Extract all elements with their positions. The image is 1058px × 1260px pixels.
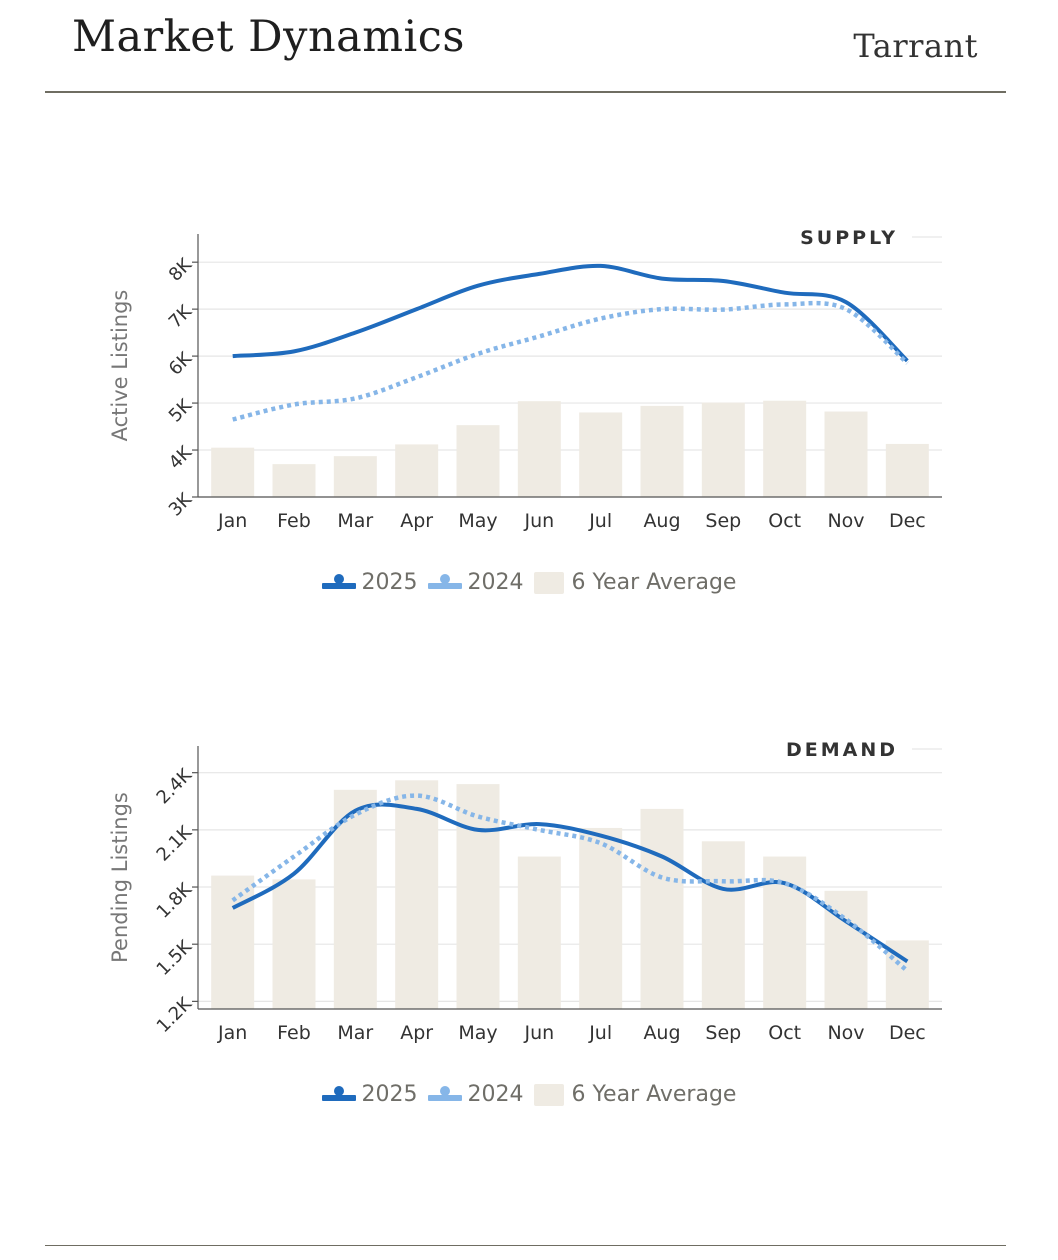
y-tick-label: 3K bbox=[165, 488, 197, 520]
average-bar[interactable] bbox=[701, 402, 745, 497]
supply-legend: 2025 2024 6 Year Average bbox=[0, 570, 1058, 595]
x-tick-label: Apr bbox=[400, 510, 433, 532]
x-tick-label: Aug bbox=[643, 1022, 680, 1044]
y-axis-title: Pending Listings bbox=[108, 792, 132, 963]
average-bar[interactable] bbox=[885, 443, 929, 497]
y-tick-label: 6K bbox=[165, 347, 197, 379]
y-axis-title: Active Listings bbox=[108, 290, 132, 442]
average-bar[interactable] bbox=[824, 411, 868, 497]
legend-label-2025: 2025 bbox=[361, 570, 418, 595]
y-tick-label: 2.1K bbox=[153, 821, 197, 865]
x-tick-label: Jul bbox=[588, 1022, 612, 1044]
header-divider bbox=[45, 91, 1006, 93]
x-tick-label: Nov bbox=[827, 1022, 864, 1044]
legend-item-2024[interactable]: 2024 bbox=[427, 1082, 524, 1107]
legend-item-average[interactable]: 6 Year Average bbox=[533, 570, 737, 595]
series-2024-line[interactable] bbox=[232, 300, 909, 422]
average-bar[interactable] bbox=[456, 425, 500, 497]
average-bar[interactable] bbox=[211, 875, 255, 1009]
average-bar[interactable] bbox=[701, 841, 745, 1009]
region-name: Tarrant bbox=[853, 27, 978, 65]
legend-label-2024: 2024 bbox=[467, 570, 524, 595]
y-tick-label: 1.5K bbox=[153, 936, 197, 980]
average-bar[interactable] bbox=[272, 464, 316, 497]
legend-swatch-2025-icon bbox=[321, 1083, 356, 1107]
demand-legend: 2025 2024 6 Year Average bbox=[0, 1082, 1058, 1107]
x-tick-label: Jun bbox=[523, 1022, 554, 1044]
x-tick-label: Nov bbox=[827, 510, 864, 532]
x-tick-label: Jul bbox=[588, 510, 612, 532]
x-tick-label: Sep bbox=[705, 510, 741, 532]
legend-item-2025[interactable]: 2025 bbox=[321, 1082, 418, 1107]
average-bar[interactable] bbox=[395, 780, 439, 1009]
y-tick-label: 2.4K bbox=[153, 764, 197, 808]
footer-divider bbox=[45, 1245, 1006, 1246]
demand-chart-canvas: 1.2K 1.5K 1.8K 2.1K 2.4K Jan Feb Mar Apr May Jun Ju… bbox=[108, 739, 942, 1044]
legend-label-2025: 2025 bbox=[361, 1082, 418, 1107]
x-tick-label: Oct bbox=[768, 1022, 801, 1044]
average-bar[interactable] bbox=[456, 784, 500, 1009]
average-bar[interactable] bbox=[333, 789, 377, 1009]
legend-swatch-average-icon bbox=[533, 571, 564, 594]
x-tick-label: Feb bbox=[277, 510, 311, 532]
x-tick-label: Jan bbox=[217, 1022, 247, 1044]
page-header: Market Dynamics Tarrant bbox=[0, 0, 1058, 94]
x-tick-label: Jan bbox=[217, 510, 247, 532]
x-tick-label: Feb bbox=[277, 1022, 311, 1044]
series-2024-line[interactable] bbox=[231, 793, 909, 973]
y-tick-label: 4K bbox=[165, 441, 197, 473]
average-bar[interactable] bbox=[763, 400, 807, 497]
demand-chart: 1.2K 1.5K 1.8K 2.1K 2.4K Jan Feb Mar Apr May Jun Ju… bbox=[0, 712, 1058, 1112]
supply-chart: 3K 4K 5K 6K 7K 8K Jan Feb Mar Apr May Jun Jul Aug Sep O… bbox=[0, 200, 1058, 600]
legend-swatch-2024-icon bbox=[427, 571, 462, 595]
page-title: Market Dynamics bbox=[72, 12, 465, 62]
average-bar[interactable] bbox=[395, 444, 439, 497]
y-tick-label: 8K bbox=[165, 254, 197, 286]
average-bar[interactable] bbox=[640, 808, 684, 1009]
x-tick-label: Sep bbox=[705, 1022, 741, 1044]
x-tick-label: Apr bbox=[400, 1022, 433, 1044]
series-2025-line[interactable] bbox=[232, 263, 909, 363]
x-tick-label: Jun bbox=[523, 510, 554, 532]
average-bar[interactable] bbox=[640, 405, 684, 497]
chart-title: DEMAND bbox=[786, 739, 898, 761]
x-tick-label: Oct bbox=[768, 510, 801, 532]
legend-swatch-average-icon bbox=[533, 1083, 564, 1106]
average-bar[interactable] bbox=[579, 412, 623, 497]
average-bar[interactable] bbox=[517, 401, 561, 497]
x-tick-label: Dec bbox=[889, 510, 926, 532]
x-tick-label: Aug bbox=[643, 510, 680, 532]
legend-item-2024[interactable]: 2024 bbox=[427, 570, 524, 595]
y-tick-label: 1.2K bbox=[153, 993, 197, 1037]
legend-label-2024: 2024 bbox=[467, 1082, 524, 1107]
x-tick-label: May bbox=[458, 510, 497, 532]
y-tick-label: 7K bbox=[165, 301, 197, 333]
average-bar[interactable] bbox=[763, 856, 807, 1009]
legend-swatch-2025-icon bbox=[321, 571, 356, 595]
legend-item-average[interactable]: 6 Year Average bbox=[533, 1082, 737, 1107]
average-bar[interactable] bbox=[333, 456, 377, 497]
y-tick-label: 5K bbox=[165, 394, 197, 426]
average-bar[interactable] bbox=[272, 879, 316, 1009]
x-tick-label: Dec bbox=[889, 1022, 926, 1044]
average-bar[interactable] bbox=[579, 827, 623, 1009]
legend-item-2025[interactable]: 2025 bbox=[321, 570, 418, 595]
legend-label-average: 6 Year Average bbox=[571, 570, 737, 595]
x-tick-label: Mar bbox=[337, 510, 373, 532]
y-tick-label: 1.8K bbox=[153, 878, 197, 922]
supply-chart-canvas: 3K 4K 5K 6K 7K 8K Jan Feb Mar Apr May Jun Jul Aug Sep O… bbox=[108, 227, 942, 532]
legend-label-average: 6 Year Average bbox=[571, 1082, 737, 1107]
average-bar[interactable] bbox=[211, 447, 255, 497]
legend-swatch-2024-icon bbox=[427, 1083, 462, 1107]
average-bar[interactable] bbox=[517, 856, 561, 1009]
x-tick-label: Mar bbox=[337, 1022, 373, 1044]
chart-title: SUPPLY bbox=[800, 227, 898, 249]
x-tick-label: May bbox=[458, 1022, 497, 1044]
